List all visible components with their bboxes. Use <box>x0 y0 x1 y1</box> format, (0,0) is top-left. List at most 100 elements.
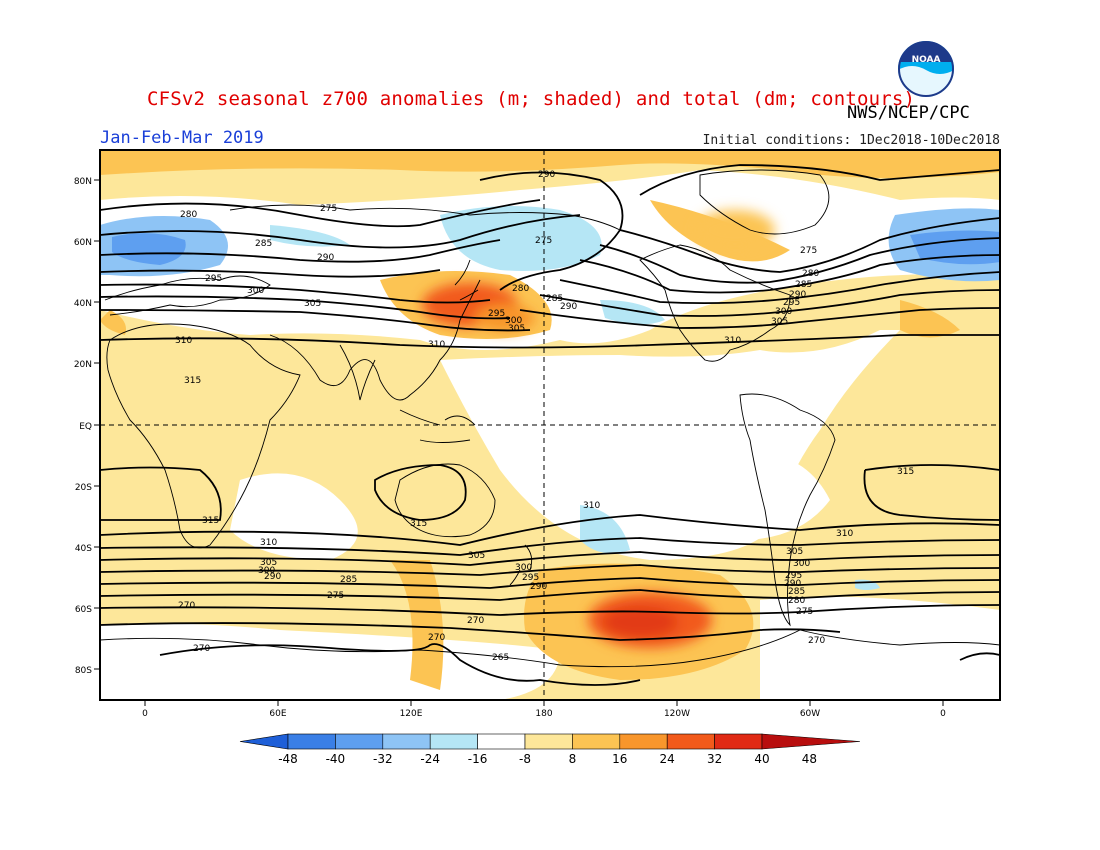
colorbar-label: 32 <box>707 752 722 766</box>
contour-label: 280 <box>802 269 819 279</box>
contour-label: 270 <box>428 633 445 643</box>
lat-label: 80N <box>74 177 92 187</box>
lon-label: 120E <box>400 709 423 719</box>
colorbar-label: 24 <box>660 752 675 766</box>
colorbar-label: 40 <box>754 752 769 766</box>
longitude-axis: 0 60E 120E 180 120W 60W 0 <box>142 700 946 719</box>
lat-label: 80S <box>75 666 92 676</box>
lat-label: 60N <box>74 238 92 248</box>
lon-label: 60E <box>269 709 286 719</box>
height-contours <box>100 164 1000 686</box>
contour-label: 295 <box>522 573 539 583</box>
colorbar-label: -16 <box>468 752 488 766</box>
logo-text: NOAA <box>912 55 941 65</box>
colorbar-label: 48 <box>802 752 817 766</box>
contour-label: 295 <box>783 298 800 308</box>
contour-label: 310 <box>583 501 600 511</box>
colorbar-label: -32 <box>373 752 393 766</box>
contour-label: 290 <box>264 572 281 582</box>
lon-label: 0 <box>940 709 946 719</box>
colorbar-label: 8 <box>569 752 577 766</box>
lat-label: 20S <box>75 483 92 493</box>
colorbar-swatch <box>335 733 384 750</box>
contour-label: 305 <box>508 324 525 334</box>
colorbar-label: -24 <box>420 752 440 766</box>
contour-label: 265 <box>492 653 509 663</box>
contour-label: 295 <box>205 274 222 284</box>
contour-label: 270 <box>178 601 195 611</box>
contour-label: 275 <box>800 246 817 256</box>
contour-label: 295 <box>785 571 802 581</box>
contour-label: 300 <box>793 559 810 569</box>
lon-label: 180 <box>535 709 552 719</box>
contour-label: 310 <box>428 340 445 350</box>
contour-label: 270 <box>193 644 210 654</box>
contour-label: 290 <box>560 302 577 312</box>
contour-label: 305 <box>260 558 277 568</box>
contour-label: 275 <box>320 204 337 214</box>
contour-label: 295 <box>488 309 505 319</box>
colorbar-swatch <box>477 733 526 750</box>
lat-label: 40N <box>74 299 92 309</box>
colorbar-label: 16 <box>612 752 627 766</box>
lat-label: 60S <box>75 605 92 615</box>
contour-label: 310 <box>724 336 741 346</box>
contour-label: 290 <box>784 579 801 589</box>
colorbar-swatch <box>524 733 573 750</box>
figure-title: CFSv2 seasonal z700 anomalies (m; shaded… <box>147 88 916 110</box>
noaa-logo-icon: NOAA <box>898 41 954 97</box>
contour-label: 290 <box>789 290 806 300</box>
initial-conditions: Initial conditions: 1Dec2018-10Dec2018 <box>702 133 1000 148</box>
colorbar-label: -48 <box>278 752 298 766</box>
contour-label: 315 <box>202 516 219 526</box>
contour-label: 300 <box>515 563 532 573</box>
colorbar-swatch <box>287 733 336 750</box>
contour-label: 290 <box>538 170 555 180</box>
contour-label: 300 <box>775 307 792 317</box>
contour-label: 270 <box>467 616 484 626</box>
colorbar-arrow-left <box>239 733 289 750</box>
lat-label: EQ <box>79 422 92 432</box>
contour-label-layer: 290 275 280 285 275 290 295 300 305 280 … <box>175 170 914 663</box>
contour-label: 290 <box>530 582 547 592</box>
contour-label: 275 <box>327 591 344 601</box>
colorbar-arrow-right <box>761 733 861 750</box>
contour-label: 315 <box>410 519 427 529</box>
agency-label: NWS/NCEP/CPC <box>847 103 970 123</box>
colorbar-swatch <box>382 733 431 750</box>
colorbar-swatch <box>666 733 715 750</box>
contour-label: 285 <box>788 587 805 597</box>
contour-label: 285 <box>340 575 357 585</box>
lat-label: 20N <box>74 360 92 370</box>
contour-label: 280 <box>788 596 805 606</box>
contour-label: 270 <box>808 636 825 646</box>
lon-label: 0 <box>142 709 148 719</box>
colorbar-swatch <box>572 733 621 750</box>
contour-label: 310 <box>836 529 853 539</box>
lat-label: 40S <box>75 544 92 554</box>
colorbar-swatch <box>714 733 763 750</box>
contour-label: 310 <box>175 336 192 346</box>
contour-label: 300 <box>258 566 275 576</box>
contour-label: 315 <box>897 467 914 477</box>
colorbar-swatch <box>429 733 478 750</box>
colorbar-swatch <box>619 733 668 750</box>
contour-label: 305 <box>304 299 321 309</box>
contour-label: 310 <box>260 538 277 548</box>
contour-label: 285 <box>795 280 812 290</box>
contour-label: 305 <box>468 551 485 561</box>
colorbar-label: -8 <box>519 752 531 766</box>
forecast-period: Jan-Feb-Mar 2019 <box>100 128 264 148</box>
contour-label: 305 <box>786 547 803 557</box>
contour-label: 275 <box>796 607 813 617</box>
lon-label: 60W <box>800 709 820 719</box>
contour-label: 285 <box>546 294 563 304</box>
contour-label: 280 <box>512 284 529 294</box>
contour-label: 315 <box>184 376 201 386</box>
latitude-axis: 80N 60N 40N 20N EQ 20S 40S 60S 80S <box>74 177 100 676</box>
contour-label: 300 <box>247 286 264 296</box>
lon-label: 120W <box>664 709 690 719</box>
contour-label: 285 <box>255 239 272 249</box>
colorbar: -48 -40 -32 -24 -16 -8 8 16 24 32 40 48 <box>239 733 861 766</box>
